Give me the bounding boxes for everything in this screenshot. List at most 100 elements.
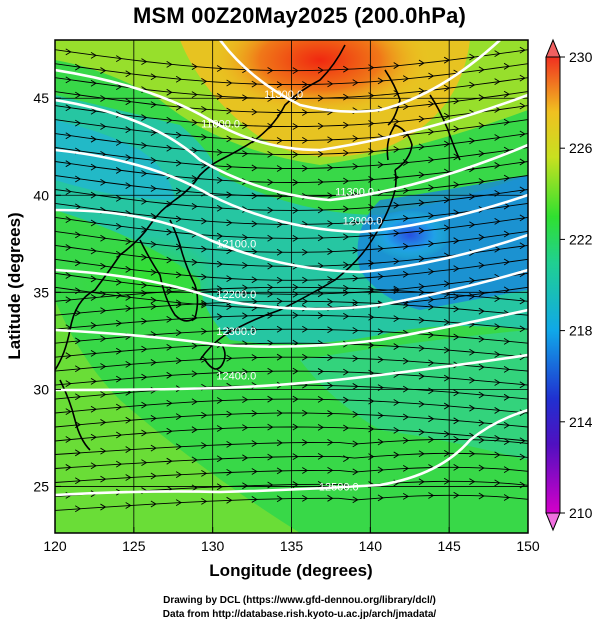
streamline-arrow xyxy=(302,164,309,172)
streamline-arrow xyxy=(115,319,123,327)
streamline-arrow xyxy=(478,307,485,315)
streamline-arrow xyxy=(166,256,173,264)
streamline-arrow xyxy=(418,428,425,436)
streamline-arrow xyxy=(251,192,258,200)
streamline-arrow xyxy=(494,50,501,58)
streamline-arrow xyxy=(478,335,485,343)
streamline-arrow xyxy=(141,253,148,261)
streamline-arrow xyxy=(519,74,526,82)
streamline-arrow xyxy=(317,312,324,319)
streamline-arrow xyxy=(352,468,359,476)
streamline-arrow xyxy=(125,446,132,453)
x-tick-label: 125 xyxy=(122,538,146,554)
streamline-arrow xyxy=(494,189,501,197)
streamline-arrow xyxy=(216,313,224,321)
streamline-arrow xyxy=(494,451,501,459)
streamline-arrow xyxy=(141,317,148,325)
streamline-arrow xyxy=(150,185,157,192)
streamline-arrow xyxy=(418,316,425,324)
streamline-arrow xyxy=(251,276,258,284)
streamline-arrow xyxy=(292,179,299,186)
streamline-arrow xyxy=(503,174,510,182)
streamline-arrow xyxy=(519,242,526,250)
streamline-arrow xyxy=(443,196,451,204)
streamline-arrow xyxy=(251,410,258,417)
streamline-arrow xyxy=(503,202,510,210)
streamline-arrow xyxy=(402,413,410,421)
streamline-arrow xyxy=(276,81,283,88)
streamline-arrow xyxy=(115,291,123,299)
streamline-arrow xyxy=(469,478,476,486)
streamline-arrow xyxy=(317,423,324,431)
streamline-arrow xyxy=(242,122,249,130)
height-contours xyxy=(55,40,528,497)
streamline-arrow xyxy=(469,137,476,145)
streamline-arrow xyxy=(317,122,324,130)
streamline xyxy=(55,466,528,483)
streamline-arrow xyxy=(402,75,410,83)
streamline-arrow xyxy=(377,328,384,336)
streamline-arrow xyxy=(100,234,107,242)
streamline-arrow xyxy=(503,421,510,429)
streamline-arrow xyxy=(226,441,233,448)
streamline-arrow xyxy=(428,240,435,248)
streamline-arrow xyxy=(74,449,82,457)
streamline-arrow xyxy=(418,171,425,179)
x-axis-title: Longitude (degrees) xyxy=(209,561,372,580)
streamline-arrow xyxy=(276,325,283,333)
streamline-arrow xyxy=(175,215,183,223)
streamline-arrow xyxy=(74,91,82,99)
colorbar: 210 214 218 222 226 230 xyxy=(545,38,593,532)
streamline-arrow xyxy=(302,353,309,361)
streamline-arrow xyxy=(393,257,400,265)
streamline-arrow xyxy=(317,206,324,214)
streamline-arrow xyxy=(418,227,425,235)
streamline-arrow xyxy=(377,356,384,364)
streamline-arrow xyxy=(402,385,410,393)
contour-label: 12400.0 xyxy=(216,371,256,383)
streamline-arrow xyxy=(343,93,350,101)
streamline-arrow xyxy=(65,436,72,443)
streamline-arrow xyxy=(242,262,249,269)
streamline-arrow xyxy=(90,462,97,470)
streamline-arrow xyxy=(100,67,107,74)
streamline-arrow xyxy=(100,475,107,483)
streamline-arrow xyxy=(302,467,309,474)
streamline-arrow xyxy=(74,505,82,513)
streamline-arrow xyxy=(175,75,183,83)
streamline-arrow xyxy=(478,289,485,297)
streamline-arrow xyxy=(503,230,510,238)
streamline-arrow xyxy=(292,481,299,488)
streamline-arrow xyxy=(393,451,400,459)
colorbar-tick-label: 218 xyxy=(569,323,593,339)
streamline-arrow xyxy=(428,156,435,164)
colorbar-min-arrow xyxy=(545,512,561,532)
streamline-arrow xyxy=(100,95,107,102)
streamline-arrow xyxy=(65,132,72,140)
streamline-arrow xyxy=(352,274,359,282)
streamline-arrow xyxy=(276,467,283,475)
streamline-arrow xyxy=(267,234,274,242)
streamline-arrow xyxy=(242,454,249,462)
streamline-arrow xyxy=(393,173,400,181)
streamline-arrow xyxy=(469,376,476,384)
streamline-arrow xyxy=(377,245,384,252)
credit-data: Data from http://database.rish.kyoto-u.a… xyxy=(162,609,437,620)
streamline xyxy=(55,356,528,372)
streamline-arrow xyxy=(519,102,526,110)
streamline-arrow xyxy=(317,453,324,460)
streamline xyxy=(55,91,528,114)
streamline-arrow xyxy=(503,466,510,473)
streamline-arrow xyxy=(519,453,526,461)
streamline-arrow xyxy=(90,275,97,283)
streamline-arrow xyxy=(503,438,510,446)
streamline-arrow xyxy=(368,453,375,460)
x-axis: 120 125 130 135 140 145 150 xyxy=(43,527,540,554)
streamline-arrow xyxy=(276,439,283,447)
streamline-arrow xyxy=(267,339,274,347)
y-tick-label: 45 xyxy=(33,90,49,106)
streamline-arrow xyxy=(276,165,283,172)
streamline-arrow xyxy=(115,403,123,411)
streamline-arrow xyxy=(469,221,476,229)
streamline-arrow xyxy=(175,413,183,421)
